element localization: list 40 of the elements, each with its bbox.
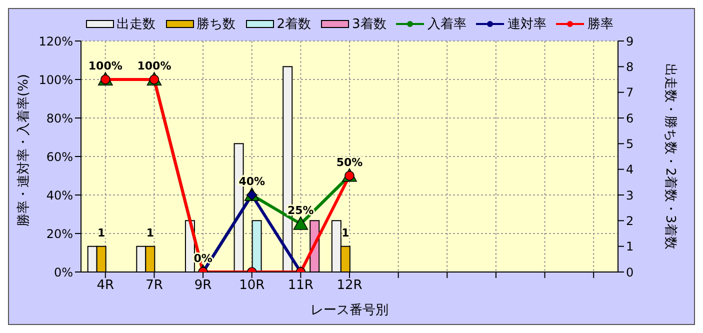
- y-tick-label: 80%: [46, 111, 73, 126]
- y2-tick-label: 9: [626, 34, 634, 48]
- data-label: 100%: [88, 60, 122, 72]
- y2-tick-label: 8: [626, 60, 634, 74]
- y2-tick-label: 2: [626, 214, 634, 228]
- data-label: 1: [146, 226, 154, 240]
- y-tick-label: 100%: [38, 72, 73, 87]
- data-label: 1: [98, 226, 106, 240]
- data-label: 1: [342, 226, 350, 240]
- x-tick-label: 7R: [146, 278, 163, 294]
- data-label: 100%: [137, 60, 172, 72]
- legend-label: 2着数: [276, 16, 311, 33]
- legend-label: 連対率: [507, 16, 546, 33]
- y2-tick-label: 1: [626, 240, 634, 254]
- x-tick-label: 10R: [239, 278, 265, 294]
- legend-label: 入着率: [427, 16, 466, 33]
- legend-label: 3着数: [352, 16, 386, 33]
- x-tick-label: 12R: [336, 278, 362, 294]
- x-axis-title: レース番号別: [310, 303, 388, 318]
- y-tick-label: 60%: [46, 150, 73, 164]
- y2-tick-label: 3: [626, 188, 634, 202]
- y-axis-title: 勝率・連対率・入着率(%): [16, 74, 32, 226]
- x-tick-label: 4R: [96, 278, 114, 294]
- y2-tick-label: 4: [626, 162, 634, 177]
- y2-tick-label: 7: [626, 86, 634, 100]
- x-tick-label: 9R: [194, 278, 212, 294]
- y2-tick-label: 5: [626, 136, 634, 151]
- y-tick-label: 20%: [46, 226, 73, 241]
- y-tick-label: 120%: [38, 34, 73, 48]
- y-tick-label: 40%: [46, 188, 73, 202]
- legend-label: 勝率: [587, 16, 614, 33]
- y2-tick-label: 0: [626, 265, 634, 280]
- legend-label: 勝ち数: [196, 16, 236, 33]
- y2-axis-title: 出走数・勝ち数・2着数・3着数: [662, 64, 678, 250]
- y-tick-label: 0%: [54, 265, 73, 280]
- legend-label: 出走数: [116, 16, 156, 33]
- y2-tick-label: 6: [626, 111, 634, 126]
- data-label: 50%: [336, 156, 363, 169]
- x-tick-label: 11R: [288, 278, 314, 294]
- point: [293, 216, 308, 230]
